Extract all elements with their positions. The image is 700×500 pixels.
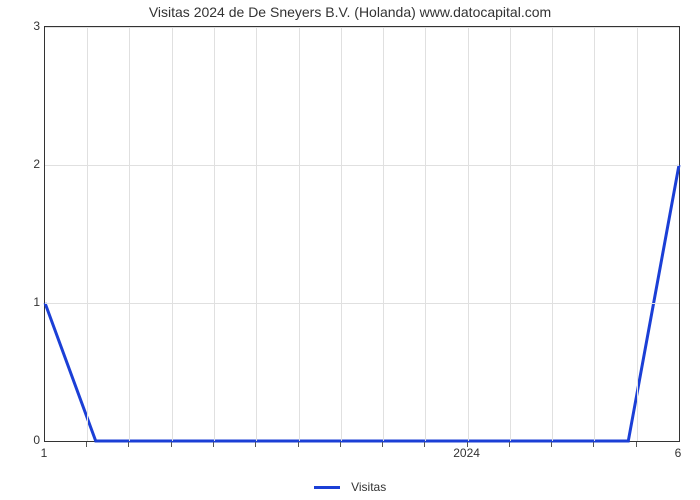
x-axis-tick-mark [255,442,256,447]
grid-line-vertical [172,27,173,441]
grid-line-horizontal [45,303,679,304]
grid-line-vertical [299,27,300,441]
visits-chart: Visitas 2024 de De Sneyers B.V. (Holanda… [0,0,700,500]
grid-line-vertical [594,27,595,441]
x-axis-tick-mark [128,442,129,447]
grid-line-vertical [552,27,553,441]
x-axis-tick-mark [593,442,594,447]
x-axis-tick-mark [340,442,341,447]
x-axis-tick-mark [171,442,172,447]
grid-line-vertical [468,27,469,441]
grid-line-vertical [510,27,511,441]
y-axis-tick-label: 2 [6,157,40,171]
plot-area [44,26,680,442]
x-axis-tick-mark [86,442,87,447]
grid-line-vertical [87,27,88,441]
grid-line-vertical [637,27,638,441]
y-axis-tick-label: 1 [6,295,40,309]
y-axis-tick-label: 0 [6,433,40,447]
x-axis-tick-mark [382,442,383,447]
grid-line-horizontal [45,27,679,28]
grid-line-vertical [383,27,384,441]
x-axis-tick-mark [298,442,299,447]
grid-line-vertical [214,27,215,441]
y-axis-tick-label: 3 [6,19,40,33]
x-axis-tick-label: 1 [41,446,48,460]
x-axis-tick-mark [424,442,425,447]
x-axis-tick-mark [213,442,214,447]
grid-line-vertical [341,27,342,441]
x-axis-tick-mark [509,442,510,447]
chart-title: Visitas 2024 de De Sneyers B.V. (Holanda… [0,4,700,20]
legend-label: Visitas [351,480,386,494]
x-axis-tick-mark [467,442,468,447]
line-series [45,27,679,441]
x-axis-tick-mark [551,442,552,447]
grid-line-horizontal [45,165,679,166]
grid-line-vertical [129,27,130,441]
grid-line-vertical [425,27,426,441]
x-axis-tick-mark [636,442,637,447]
legend: Visitas [0,479,700,494]
legend-swatch [314,486,340,489]
x-axis-tick-label: 2024 [453,446,480,460]
grid-line-vertical [256,27,257,441]
x-axis-tick-label: 6 [675,446,682,460]
